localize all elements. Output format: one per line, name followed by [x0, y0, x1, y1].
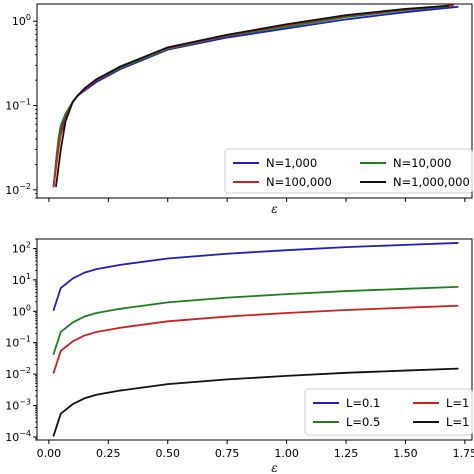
y-tick-label: 101 [12, 272, 31, 287]
legend-label: N=100,000 [266, 175, 332, 189]
y-tick-label: 10−2 [5, 182, 31, 197]
series-line [54, 243, 458, 310]
x-tick-label: 1.50 [393, 447, 418, 460]
series-line [54, 306, 458, 373]
y-tick-label: 102 [12, 240, 31, 255]
legend: L=0.1 L=1 L=0.5 L=1 [305, 389, 472, 435]
y-tick-label: 10−2 [5, 366, 31, 381]
x-axis-label: ε [271, 461, 277, 474]
x-tick-label: 1.75 [453, 447, 474, 460]
legend-label: L=0.1 [346, 396, 380, 410]
y-tick-label: 100 [12, 303, 31, 318]
x-tick-label: 1.00 [274, 447, 299, 460]
y-tick-label: 10−4 [5, 429, 31, 444]
x-axis-label: ε [271, 202, 277, 216]
legend-label: L=1 [446, 415, 469, 429]
x-tick-label: 0.25 [96, 447, 121, 460]
series-line [54, 287, 458, 354]
legend-label: L=0.5 [346, 415, 380, 429]
x-tick-label: 0.75 [215, 447, 240, 460]
legend: N=1,000 N=10,000 N=100,000 N=1,000,000 [225, 149, 472, 193]
y-tick-label: 10−1 [5, 335, 31, 350]
x-tick-label: 0.50 [155, 447, 180, 460]
y-tick-label: 100 [12, 13, 31, 28]
x-tick-label: 0.00 [37, 447, 62, 460]
x-tick-label: 1.25 [334, 447, 359, 460]
legend-label: N=1,000 [266, 156, 317, 170]
bottom-panel: 0.00 0.25 0.50 0.75 1.00 1.25 1.50 1.75 10−4 10−3… [5, 239, 474, 474]
y-tick-label: 10−3 [5, 398, 31, 413]
y-tick-label: 10−1 [5, 98, 31, 113]
legend-label: L=1 [446, 396, 469, 410]
legend-label: N=10,000 [393, 156, 451, 170]
legend-label: N=1,000,000 [393, 175, 470, 189]
